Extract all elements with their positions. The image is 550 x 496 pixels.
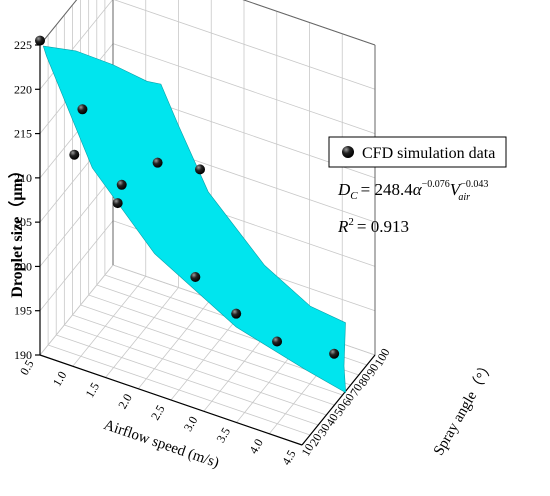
data-point (152, 157, 163, 168)
legend: CFD simulation data (328, 136, 507, 168)
data-point (329, 348, 340, 359)
x-tick-label: 3.0 (181, 414, 201, 434)
fitted-surface (42, 45, 347, 394)
data-point (272, 336, 283, 347)
floor-grid-line (137, 298, 212, 390)
data-point (77, 104, 88, 115)
x-tick-label: 1.5 (82, 380, 102, 400)
wall-grid-line (39, 264, 114, 356)
x-tick-label: 2.0 (115, 391, 135, 411)
wall-grid-line (39, 176, 114, 267)
floor-grid-line (170, 309, 245, 401)
data-points (35, 35, 340, 359)
floor-grid-line (72, 314, 335, 406)
data-point (112, 198, 123, 209)
wall-grid-line (39, 220, 114, 311)
z-tick-label: 200 (14, 259, 32, 273)
z-tick-label: 215 (14, 127, 32, 141)
z-tick-label: 210 (14, 171, 32, 185)
x-axis-line (39, 354, 303, 446)
legend-label: CFD simulation data (362, 145, 495, 162)
wall-grid-line (39, 0, 113, 90)
z-tick-label: 190 (14, 348, 32, 362)
floor-grid-line (80, 304, 343, 396)
wall-grid-line (39, 0, 78, 46)
frame-edge (39, 0, 78, 46)
fit-equation: DC = 248.4α−0.076V−0.043 air (337, 179, 488, 203)
floor-grid-line (105, 287, 179, 378)
x-tick-label: 2.5 (148, 403, 168, 423)
x-tick-label: 4.5 (279, 448, 299, 468)
z-axis-label: Droplet size（μm） (8, 162, 26, 297)
x-axis-label: Airflow speed (m/s) (102, 417, 221, 471)
data-point (35, 35, 45, 46)
r-squared: R2 = 0.913 (337, 216, 409, 236)
data-point (190, 272, 201, 282)
z-tick-label: 225 (14, 38, 32, 52)
z-tick-label: 220 (14, 82, 32, 96)
x-tick-label: 3.5 (213, 425, 233, 445)
data-point (116, 179, 127, 190)
frame-edge (242, 0, 376, 46)
z-tick-label: 195 (14, 304, 32, 318)
floor-grid-line (64, 324, 327, 416)
data-point (195, 164, 206, 175)
floor-grid-line (56, 334, 319, 426)
z-tick-label: 205 (14, 215, 32, 229)
x-tick-label: 0.5 (17, 358, 37, 378)
floor-grid-line (47, 344, 311, 436)
data-point (231, 308, 242, 319)
x-tick-label: 1.0 (50, 369, 70, 389)
y-axis-line (301, 354, 376, 446)
floor-grid-line (72, 275, 147, 367)
legend-marker (342, 146, 354, 158)
data-point (69, 149, 80, 160)
y-axis-label: Spray angle（°） (430, 357, 498, 458)
x-tick-label: 4.0 (246, 436, 266, 456)
